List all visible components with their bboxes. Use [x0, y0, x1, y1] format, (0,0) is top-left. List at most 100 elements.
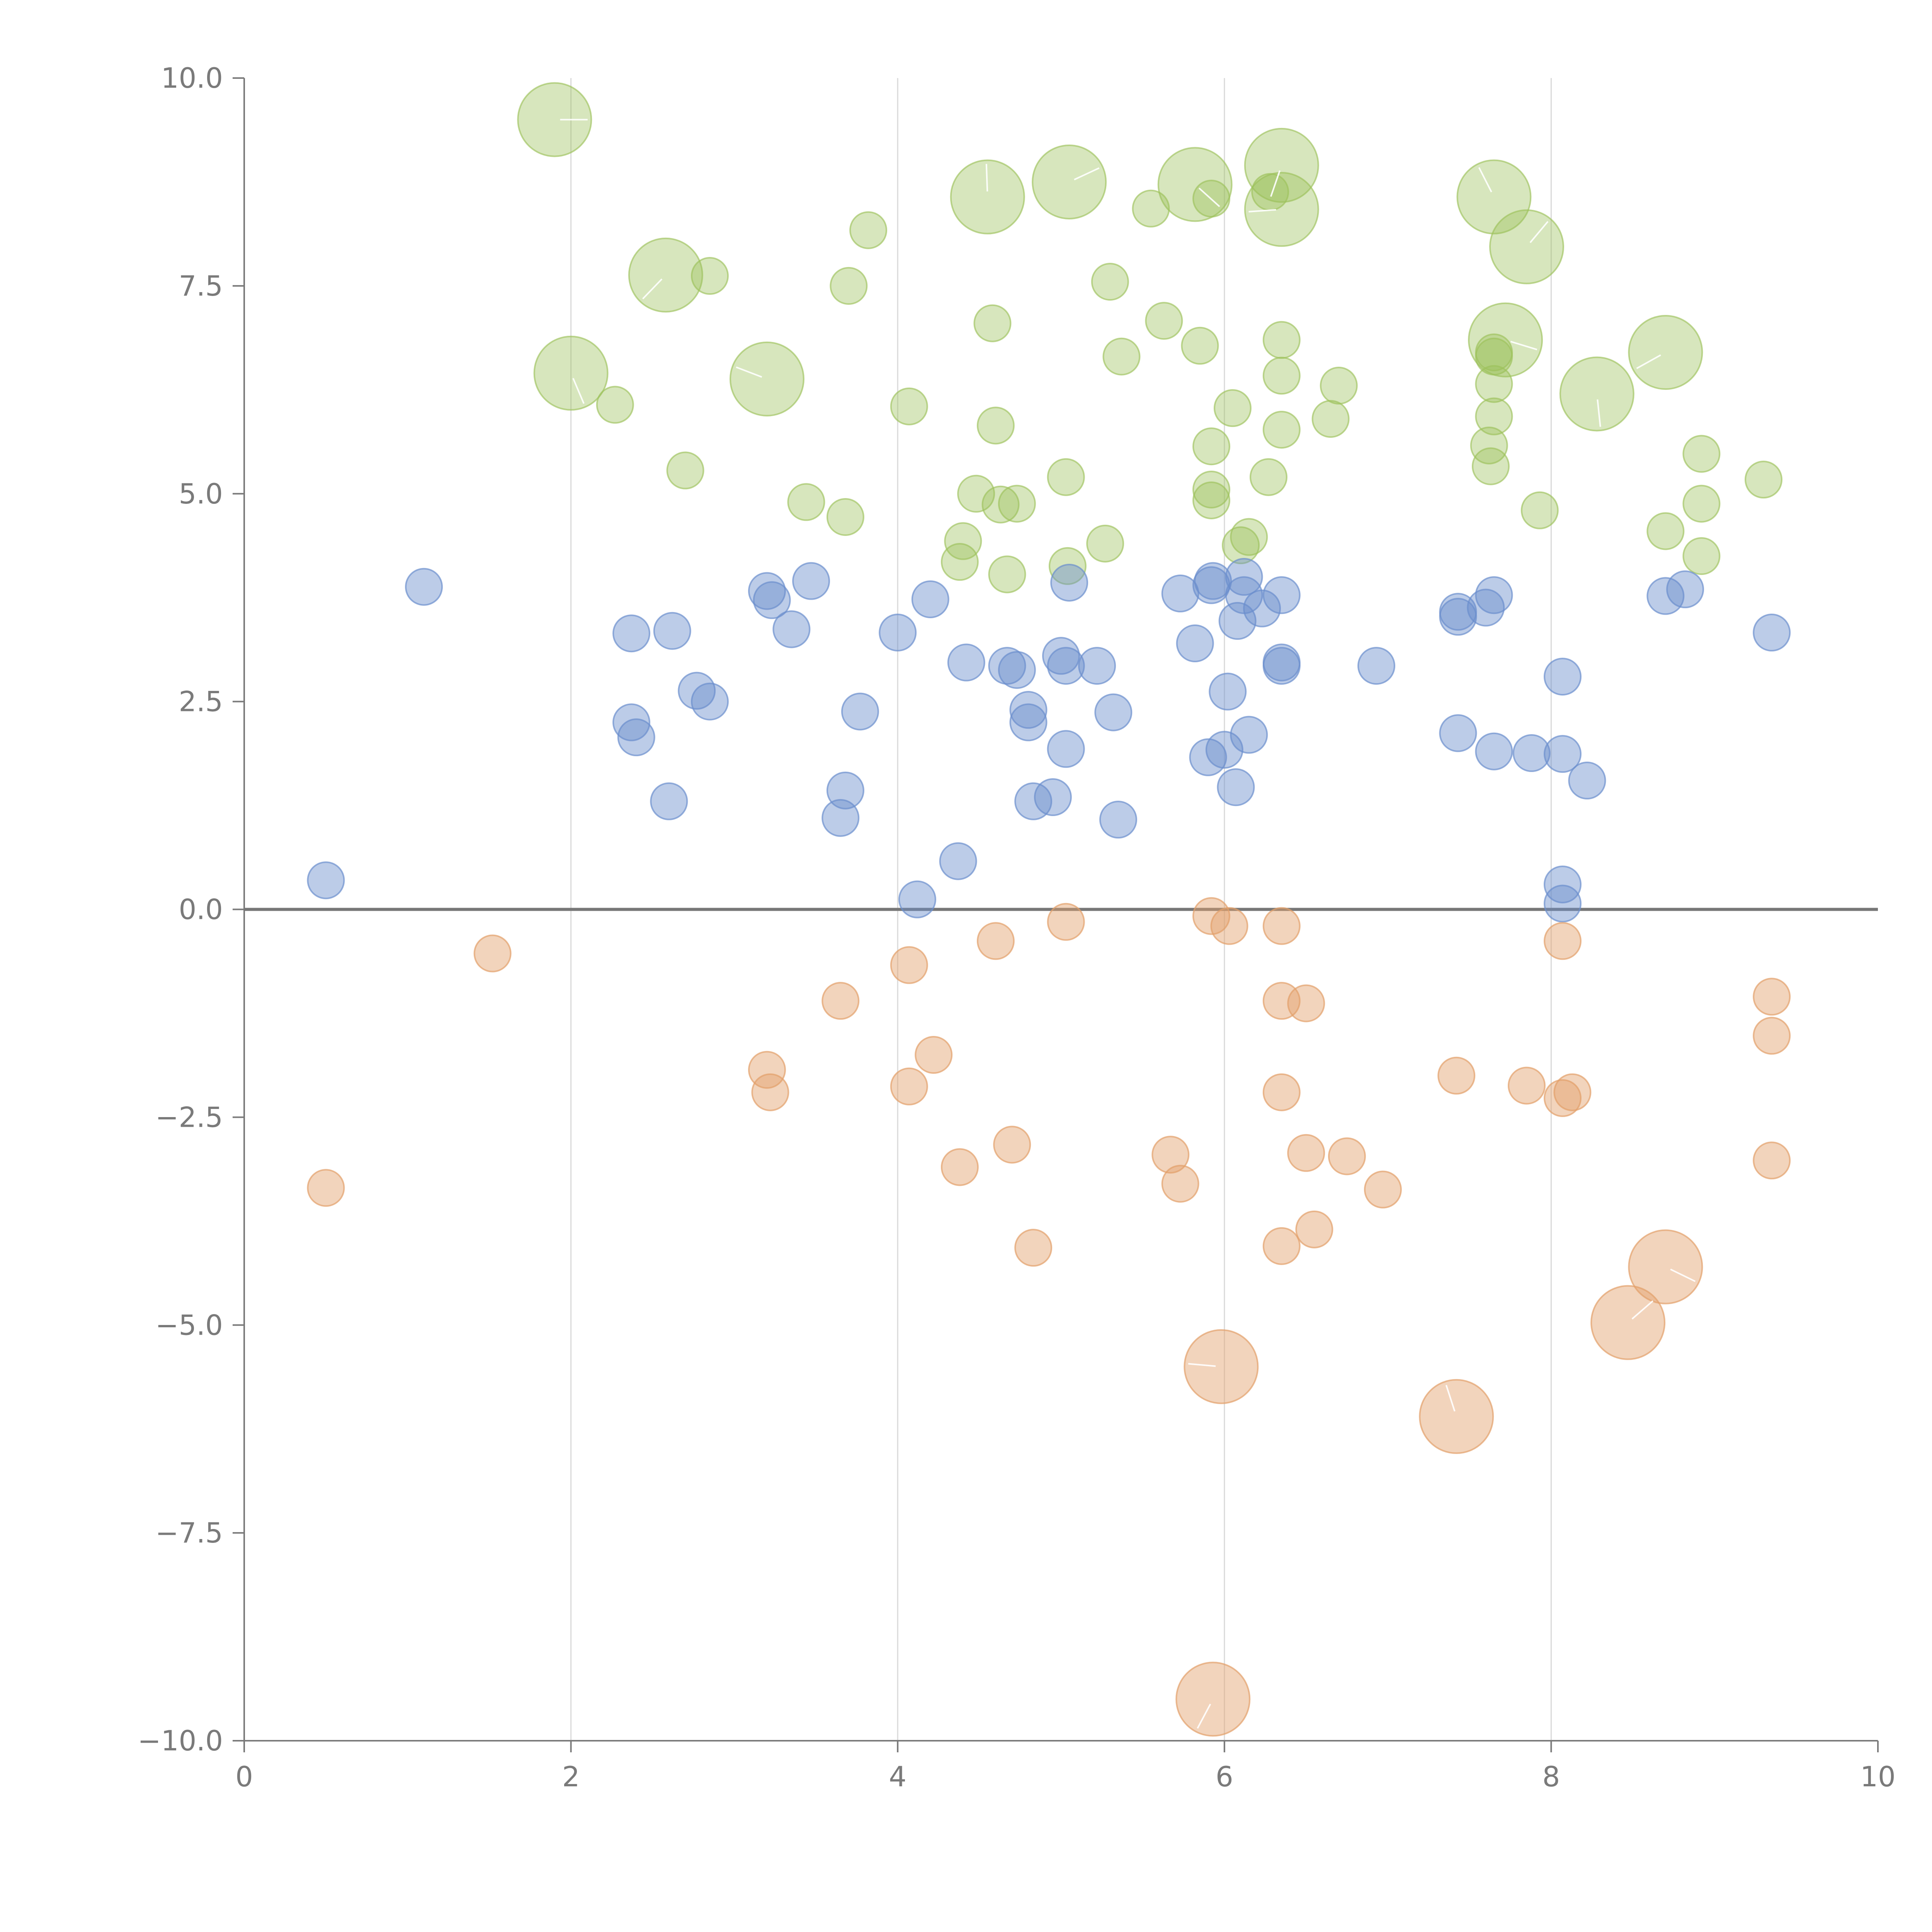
blue-bubble	[617, 718, 655, 757]
blue-bubble	[1042, 637, 1080, 675]
blue-bubble	[1568, 762, 1606, 800]
green-bubble	[1145, 302, 1183, 340]
orange-bubble-leader-line	[1197, 1704, 1211, 1729]
orange-bubble	[1419, 1379, 1494, 1454]
green-bubble	[1262, 411, 1301, 449]
orange-bubble	[1262, 1227, 1301, 1265]
blue-bubble	[826, 771, 864, 810]
orange-bubble	[1364, 1170, 1402, 1209]
green-bubble-leader-line	[1074, 167, 1100, 180]
orange-bubble	[1437, 1056, 1476, 1095]
green-bubble	[1489, 209, 1564, 284]
orange-bubble	[1184, 1329, 1259, 1404]
x-tick-label: 6	[1216, 1760, 1233, 1793]
y-tick-label: 10.0	[161, 62, 223, 94]
blue-bubble	[1078, 647, 1116, 685]
blue-bubble	[653, 612, 691, 650]
green-bubble	[1456, 159, 1532, 235]
y-tick-label: −2.5	[155, 1101, 223, 1133]
orange-bubble	[1590, 1285, 1666, 1360]
green-bubble	[1468, 302, 1543, 378]
orange-bubble	[1628, 1229, 1703, 1304]
orange-bubble	[1014, 1229, 1053, 1267]
x-tick-label: 10	[1860, 1760, 1896, 1793]
orange-bubble	[473, 934, 512, 973]
blue-bubble	[650, 782, 688, 820]
y-tick-label: 7.5	[179, 270, 223, 302]
x-tick-label: 2	[562, 1760, 580, 1793]
green-bubble	[1086, 524, 1124, 563]
green-bubble	[1132, 189, 1170, 228]
orange-bubble	[821, 982, 860, 1020]
blue-bubble	[792, 562, 830, 600]
orange-bubble	[1295, 1210, 1333, 1248]
green-bubble-leader-line	[572, 378, 585, 404]
green-bubble-leader-line	[1510, 340, 1537, 350]
green-bubble	[1646, 512, 1685, 550]
green-bubble	[957, 474, 995, 513]
orange-bubble	[1543, 1079, 1582, 1117]
x-tick-label: 8	[1542, 1760, 1560, 1793]
green-bubble	[1192, 427, 1230, 466]
blue-bubble	[1217, 768, 1255, 806]
green-bubble-leader-line	[985, 164, 988, 192]
green-bubble-leader-line	[1529, 221, 1549, 243]
blue-bubble	[1014, 782, 1053, 820]
orange-bubble	[751, 1073, 789, 1111]
bubble-layer	[307, 82, 1791, 1737]
blue-bubble	[772, 610, 811, 648]
blue-bubble	[1543, 865, 1582, 903]
green-bubble	[1048, 547, 1087, 585]
green-bubble	[1213, 389, 1252, 427]
orange-bubble	[1210, 907, 1248, 945]
blue-bubble	[1094, 693, 1133, 731]
x-tick-label: 0	[235, 1760, 253, 1793]
green-bubble-leader-line	[1636, 354, 1661, 369]
green-bubble	[1559, 356, 1634, 432]
orange-bubble	[1753, 978, 1791, 1016]
blue-bubble	[911, 580, 949, 618]
orange-bubble	[890, 1067, 928, 1105]
y-tick-label: −10.0	[138, 1725, 223, 1757]
green-bubble	[1157, 147, 1233, 222]
blue-bubble	[939, 842, 977, 880]
blue-bubble	[1209, 672, 1247, 711]
green-bubble	[787, 483, 825, 521]
green-bubble	[944, 522, 982, 560]
green-bubble	[988, 555, 1026, 594]
green-bubble	[1192, 481, 1230, 519]
green-bubble	[1628, 315, 1703, 390]
green-bubble	[981, 485, 1020, 524]
green-bubble-leader-line	[1270, 170, 1281, 197]
orange-bubble	[1262, 907, 1301, 945]
blue-bubble	[1262, 576, 1301, 614]
blue-bubble	[988, 647, 1026, 685]
green-bubble	[1520, 491, 1559, 529]
green-bubble	[1262, 321, 1301, 359]
blue-bubble	[898, 880, 936, 918]
green-bubble	[1091, 263, 1129, 301]
green-bubble	[849, 211, 888, 249]
blue-bubble	[612, 614, 651, 653]
green-bubble	[1470, 426, 1508, 464]
green-bubble	[1682, 485, 1721, 523]
blue-bubble	[841, 692, 879, 731]
blue-bubble	[1475, 576, 1513, 614]
blue-bubble	[1009, 703, 1048, 742]
blue-bubble	[1543, 884, 1582, 923]
blue-bubble	[1194, 562, 1232, 600]
blue-bubble	[1262, 647, 1301, 685]
orange-bubble	[1175, 1662, 1251, 1737]
y-tick-label: −5.0	[155, 1309, 223, 1341]
green-bubble	[1471, 447, 1510, 485]
blue-bubble	[690, 682, 729, 721]
orange-bubble	[1262, 1073, 1301, 1111]
orange-bubble	[1047, 903, 1085, 941]
blue-bubble	[307, 861, 345, 900]
x-tick-label: 4	[889, 1760, 906, 1793]
blue-bubble	[947, 643, 985, 682]
y-tick-label: −7.5	[155, 1517, 223, 1549]
blue-bubble	[678, 672, 716, 710]
blue-bubble	[1034, 778, 1072, 816]
green-bubble	[1102, 337, 1141, 376]
